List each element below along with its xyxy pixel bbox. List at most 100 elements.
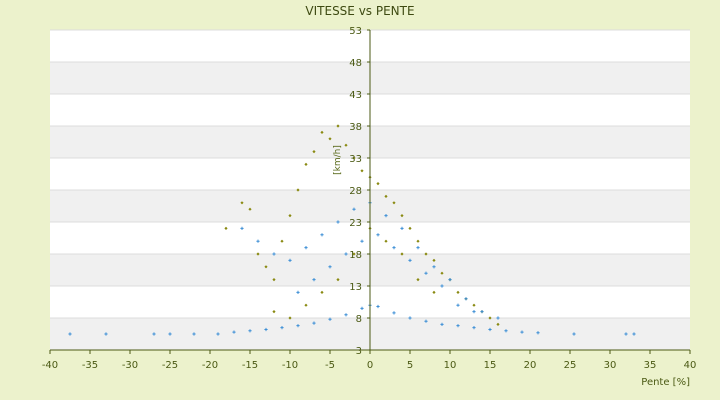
data-point — [320, 290, 324, 294]
data-point — [224, 226, 228, 230]
data-point — [440, 322, 444, 326]
data-point — [472, 310, 476, 314]
data-point — [480, 310, 484, 314]
data-point — [152, 332, 156, 336]
data-point — [624, 332, 628, 336]
data-point — [304, 303, 308, 307]
data-point — [336, 278, 340, 282]
data-point — [336, 124, 340, 128]
data-point — [432, 265, 436, 269]
series-blue-points — [68, 201, 636, 336]
data-point — [344, 143, 348, 147]
data-point — [400, 226, 404, 230]
data-point — [416, 239, 420, 243]
data-point — [248, 329, 252, 333]
series-olive-points — [224, 124, 500, 326]
data-point — [240, 226, 244, 230]
y-tick-label: 28 — [349, 186, 362, 197]
data-point — [392, 246, 396, 250]
data-point — [376, 233, 380, 237]
y-tick-label: 23 — [349, 218, 362, 229]
data-point — [520, 330, 524, 334]
data-point — [408, 258, 412, 262]
data-point — [248, 207, 252, 211]
data-point — [352, 252, 356, 256]
x-tick-label: 15 — [484, 360, 497, 371]
data-point — [320, 130, 324, 134]
data-point — [408, 226, 412, 230]
y-tick-label: 8 — [356, 314, 362, 325]
data-point — [328, 265, 332, 269]
data-point — [280, 326, 284, 330]
data-point — [536, 331, 540, 335]
x-tick-label: -5 — [325, 360, 335, 371]
data-point — [104, 332, 108, 336]
data-point — [288, 316, 292, 320]
data-point — [272, 310, 276, 314]
data-point — [296, 324, 300, 328]
data-point — [440, 284, 444, 288]
data-point — [272, 278, 276, 282]
data-point — [392, 201, 396, 205]
data-point — [312, 150, 316, 154]
data-point — [376, 182, 380, 186]
data-point — [320, 233, 324, 237]
data-point — [296, 188, 300, 192]
data-point — [216, 332, 220, 336]
data-point — [416, 278, 420, 282]
y-tick-label: 3 — [356, 346, 362, 357]
data-point — [456, 324, 460, 328]
y-tick-label: 18 — [349, 250, 362, 261]
y-tick-label: 13 — [349, 282, 362, 293]
data-point — [456, 290, 460, 294]
x-tick-label: -40 — [42, 360, 58, 371]
data-point — [280, 239, 284, 243]
data-point — [192, 332, 196, 336]
data-point — [488, 327, 492, 332]
x-tick-label: 35 — [644, 360, 657, 371]
x-tick-labels: -40 -35 -30 -25 -20 -15 -10 -5 0 5 10 15 20 25 30 35 40 — [42, 350, 697, 371]
x-tick-label: 10 — [444, 360, 457, 371]
data-point — [360, 306, 364, 310]
data-point — [68, 332, 72, 336]
x-tick-label: 20 — [524, 360, 537, 371]
data-point — [632, 332, 636, 336]
data-point — [352, 156, 356, 160]
x-tick-label: 30 — [604, 360, 617, 371]
data-point — [168, 332, 172, 336]
data-point — [472, 326, 476, 330]
data-point — [408, 316, 412, 320]
data-point — [448, 278, 452, 282]
y-tick-label: 53 — [349, 26, 362, 37]
x-axis-title: Pente [%] — [641, 377, 690, 388]
data-point — [296, 290, 300, 294]
data-point — [256, 239, 260, 243]
data-point — [400, 214, 404, 218]
data-point — [384, 194, 388, 198]
x-tick-label: -30 — [122, 360, 138, 371]
x-tick-label: -10 — [282, 360, 298, 371]
data-point — [256, 252, 260, 256]
data-point — [392, 311, 396, 315]
data-point — [432, 258, 436, 262]
data-point — [572, 332, 576, 336]
data-point — [456, 303, 460, 307]
y-axis-title: [km/h] — [333, 145, 343, 175]
y-tick-label: 33 — [349, 154, 362, 165]
chart-title: VITESSE vs PENTE — [305, 4, 414, 18]
data-point — [464, 297, 468, 301]
data-point — [328, 137, 332, 141]
data-point — [432, 290, 436, 294]
x-tick-label: -25 — [162, 360, 178, 371]
data-point — [240, 201, 244, 205]
data-point — [312, 278, 316, 282]
data-point — [424, 319, 428, 323]
data-point — [312, 321, 316, 325]
data-point — [400, 252, 404, 256]
data-point — [496, 316, 500, 320]
x-tick-label: 40 — [684, 360, 697, 371]
x-tick-label: -20 — [202, 360, 218, 371]
